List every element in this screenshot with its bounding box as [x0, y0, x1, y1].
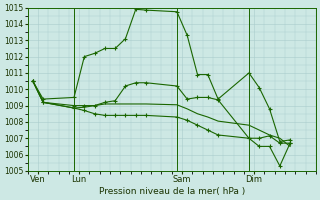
- X-axis label: Pression niveau de la mer( hPa ): Pression niveau de la mer( hPa ): [99, 187, 245, 196]
